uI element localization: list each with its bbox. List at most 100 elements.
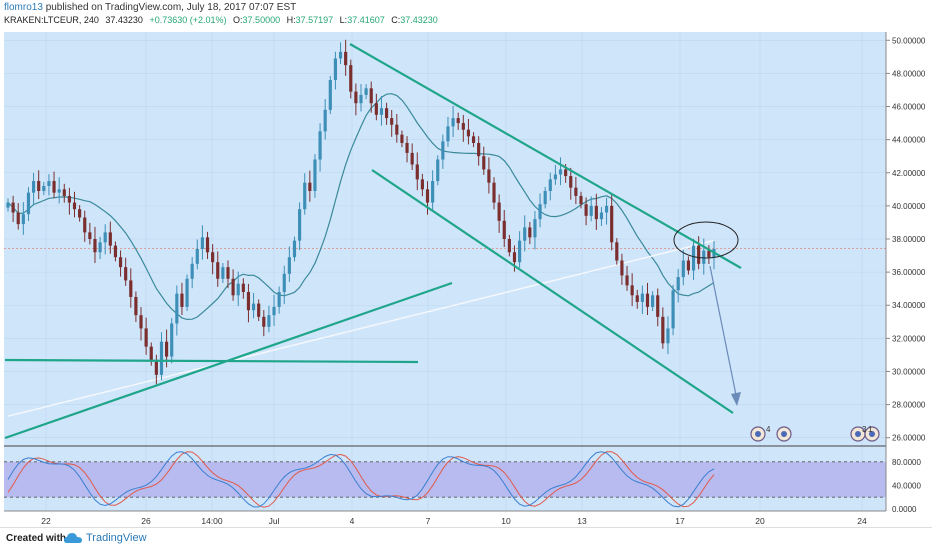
candle-body	[83, 217, 87, 233]
candle-body	[200, 237, 204, 249]
candle-body	[415, 164, 419, 180]
candle-body	[287, 257, 291, 274]
price-tick-label: 28.00000	[892, 401, 926, 410]
tradingview-logo[interactable]: TradingView	[64, 532, 147, 544]
candle-body	[686, 260, 691, 271]
candle-body	[410, 152, 414, 165]
candle-body	[620, 260, 624, 276]
candle-body	[697, 245, 701, 264]
candle-body	[57, 189, 61, 193]
price-axis[interactable]: 50.00000 48.00000 46.00000 44.00000 42.00000…	[886, 36, 926, 443]
candle-body	[26, 192, 31, 215]
event-badge-dot	[781, 431, 787, 437]
candle-body	[282, 273, 286, 292]
price-tick-label: 38.00000	[892, 235, 926, 244]
candle-body	[338, 51, 343, 59]
candle-body	[134, 296, 138, 316]
candle-body	[31, 181, 36, 193]
candle-body	[528, 227, 532, 238]
trendline-drawings[interactable]	[4, 43, 742, 440]
candle-body	[564, 169, 568, 177]
candle-body	[16, 212, 20, 225]
footer: Created with TradingView	[0, 527, 932, 551]
time-tick-label: 10	[501, 516, 511, 526]
candle-body	[67, 195, 71, 203]
candle-body	[241, 283, 245, 292]
candle-body	[502, 220, 506, 239]
candle-body	[175, 293, 179, 324]
time-tick-label: 17	[675, 516, 685, 526]
tradingview-brand: TradingView	[86, 532, 147, 544]
candle-body	[533, 219, 537, 238]
published-text: published on TradingView.com, July 18, 2…	[45, 2, 297, 13]
candle-body	[604, 205, 609, 213]
candle-body	[313, 159, 317, 191]
candle-body	[139, 315, 143, 329]
candle-body	[154, 361, 158, 375]
symbol-info-bar: KRAKEN:LTCEUR, 240 37.43230 +0.73630 (+2…	[4, 15, 442, 25]
candle-body	[88, 232, 92, 239]
stochastic-band	[4, 461, 886, 498]
candle-body	[359, 94, 363, 104]
symbol-name[interactable]: KRAKEN:LTCEUR, 240	[4, 15, 99, 25]
candle-body	[190, 263, 194, 279]
author-link[interactable]: flomro13	[4, 2, 43, 13]
candle-body	[456, 118, 460, 124]
candle-body	[400, 134, 404, 143]
indicator-axis[interactable]: 80.0000 40.0000 0.0000	[892, 458, 921, 514]
price-tick-label: 32.00000	[892, 334, 926, 343]
created-with-label: Created with	[6, 533, 67, 544]
candle-body	[272, 306, 276, 316]
open-label: O:	[233, 15, 243, 25]
price-chart[interactable]: 50.00000 48.00000 46.00000 44.00000 42.00000…	[0, 28, 932, 527]
candle-body	[62, 189, 66, 196]
candle-body	[149, 346, 153, 362]
candle-body	[364, 88, 368, 95]
candle-body	[323, 109, 327, 132]
candle-body	[661, 316, 665, 344]
candle-body	[492, 182, 496, 203]
price-change: +0.73630 (+2.01%)	[149, 15, 227, 25]
candle-body	[584, 204, 588, 216]
candle-body	[477, 142, 481, 157]
candle-body	[497, 202, 501, 221]
time-axis[interactable]: 22 26 14:00 Jul 4 7 10 13 17 20 24	[41, 516, 867, 526]
candle-body	[211, 252, 215, 263]
candle-body	[72, 202, 77, 210]
long-moving-average-line	[7, 239, 715, 417]
candle-body	[93, 239, 97, 253]
candle-body	[512, 252, 517, 263]
candle-body	[354, 91, 358, 104]
time-tick-label: 24	[857, 516, 867, 526]
candle-body	[666, 328, 670, 344]
candle-body	[108, 232, 112, 246]
candle-body	[216, 262, 220, 279]
candle-body	[548, 179, 552, 191]
time-tick-label: 14:00	[201, 516, 223, 526]
candle-body	[436, 159, 440, 182]
grid-lines	[4, 32, 886, 511]
price-tick-label: 42.00000	[892, 169, 926, 178]
price-tick-label: 30.00000	[892, 367, 926, 376]
candle-body	[425, 189, 430, 203]
candle-body	[98, 242, 102, 253]
time-tick-label: 4	[350, 516, 355, 526]
candle-body	[231, 278, 235, 296]
candle-body	[11, 202, 15, 213]
candle-body	[390, 118, 394, 125]
projection-arrow-head	[731, 392, 741, 406]
candle-body	[420, 179, 424, 190]
candle-body	[405, 142, 409, 153]
candle-body	[103, 232, 107, 243]
candle-body	[236, 283, 240, 296]
horizontal-support-line	[4, 358, 419, 364]
candle-body	[384, 108, 389, 119]
price-tick-label: 26.00000	[892, 434, 926, 443]
candle-body	[538, 204, 542, 220]
candle-body	[205, 237, 210, 253]
candle-body	[52, 181, 56, 193]
high-label: H:	[286, 15, 296, 25]
candle-body	[594, 205, 598, 220]
event-badge-count: 3	[862, 425, 867, 434]
